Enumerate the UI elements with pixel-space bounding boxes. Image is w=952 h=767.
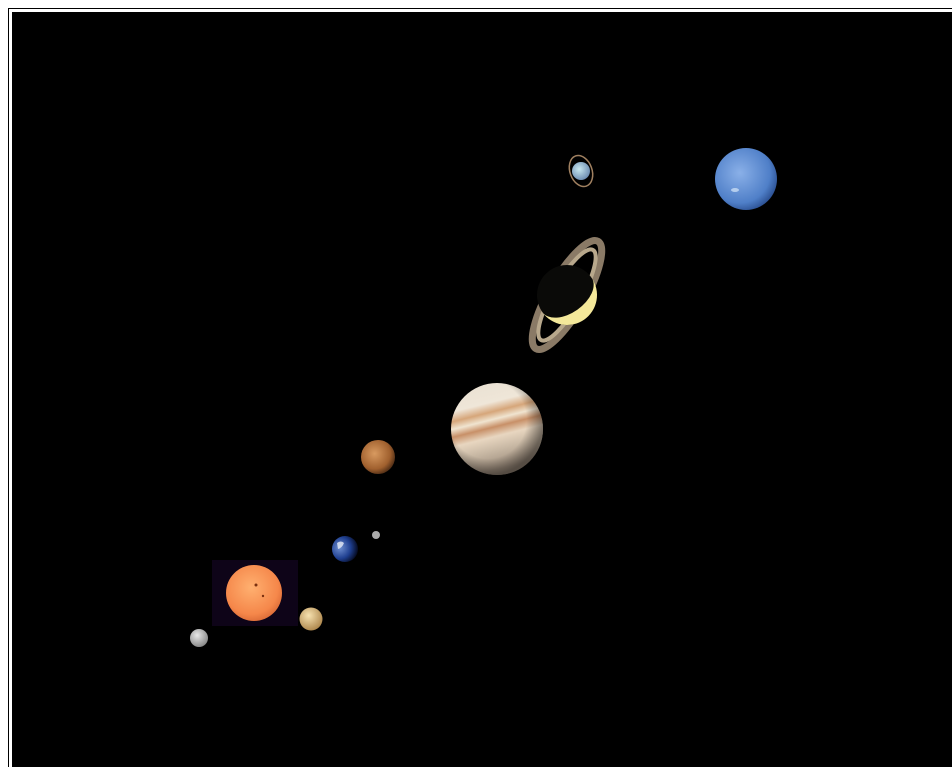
earth — [332, 536, 358, 562]
moon — [372, 531, 380, 539]
mercury — [190, 629, 208, 647]
frame-line — [8, 8, 952, 767]
neptune — [715, 148, 777, 210]
jupiter-shade — [451, 383, 543, 475]
mars — [361, 440, 395, 474]
neptune-spot — [731, 188, 739, 192]
venus — [299, 607, 323, 631]
sunspot — [254, 583, 258, 587]
saturn — [528, 237, 606, 353]
uranus — [572, 162, 590, 180]
uranus-ring — [568, 154, 594, 188]
sunspot — [261, 594, 265, 598]
sun — [226, 565, 282, 621]
earth-cloud — [337, 541, 344, 549]
saturn-crescent — [542, 277, 597, 325]
